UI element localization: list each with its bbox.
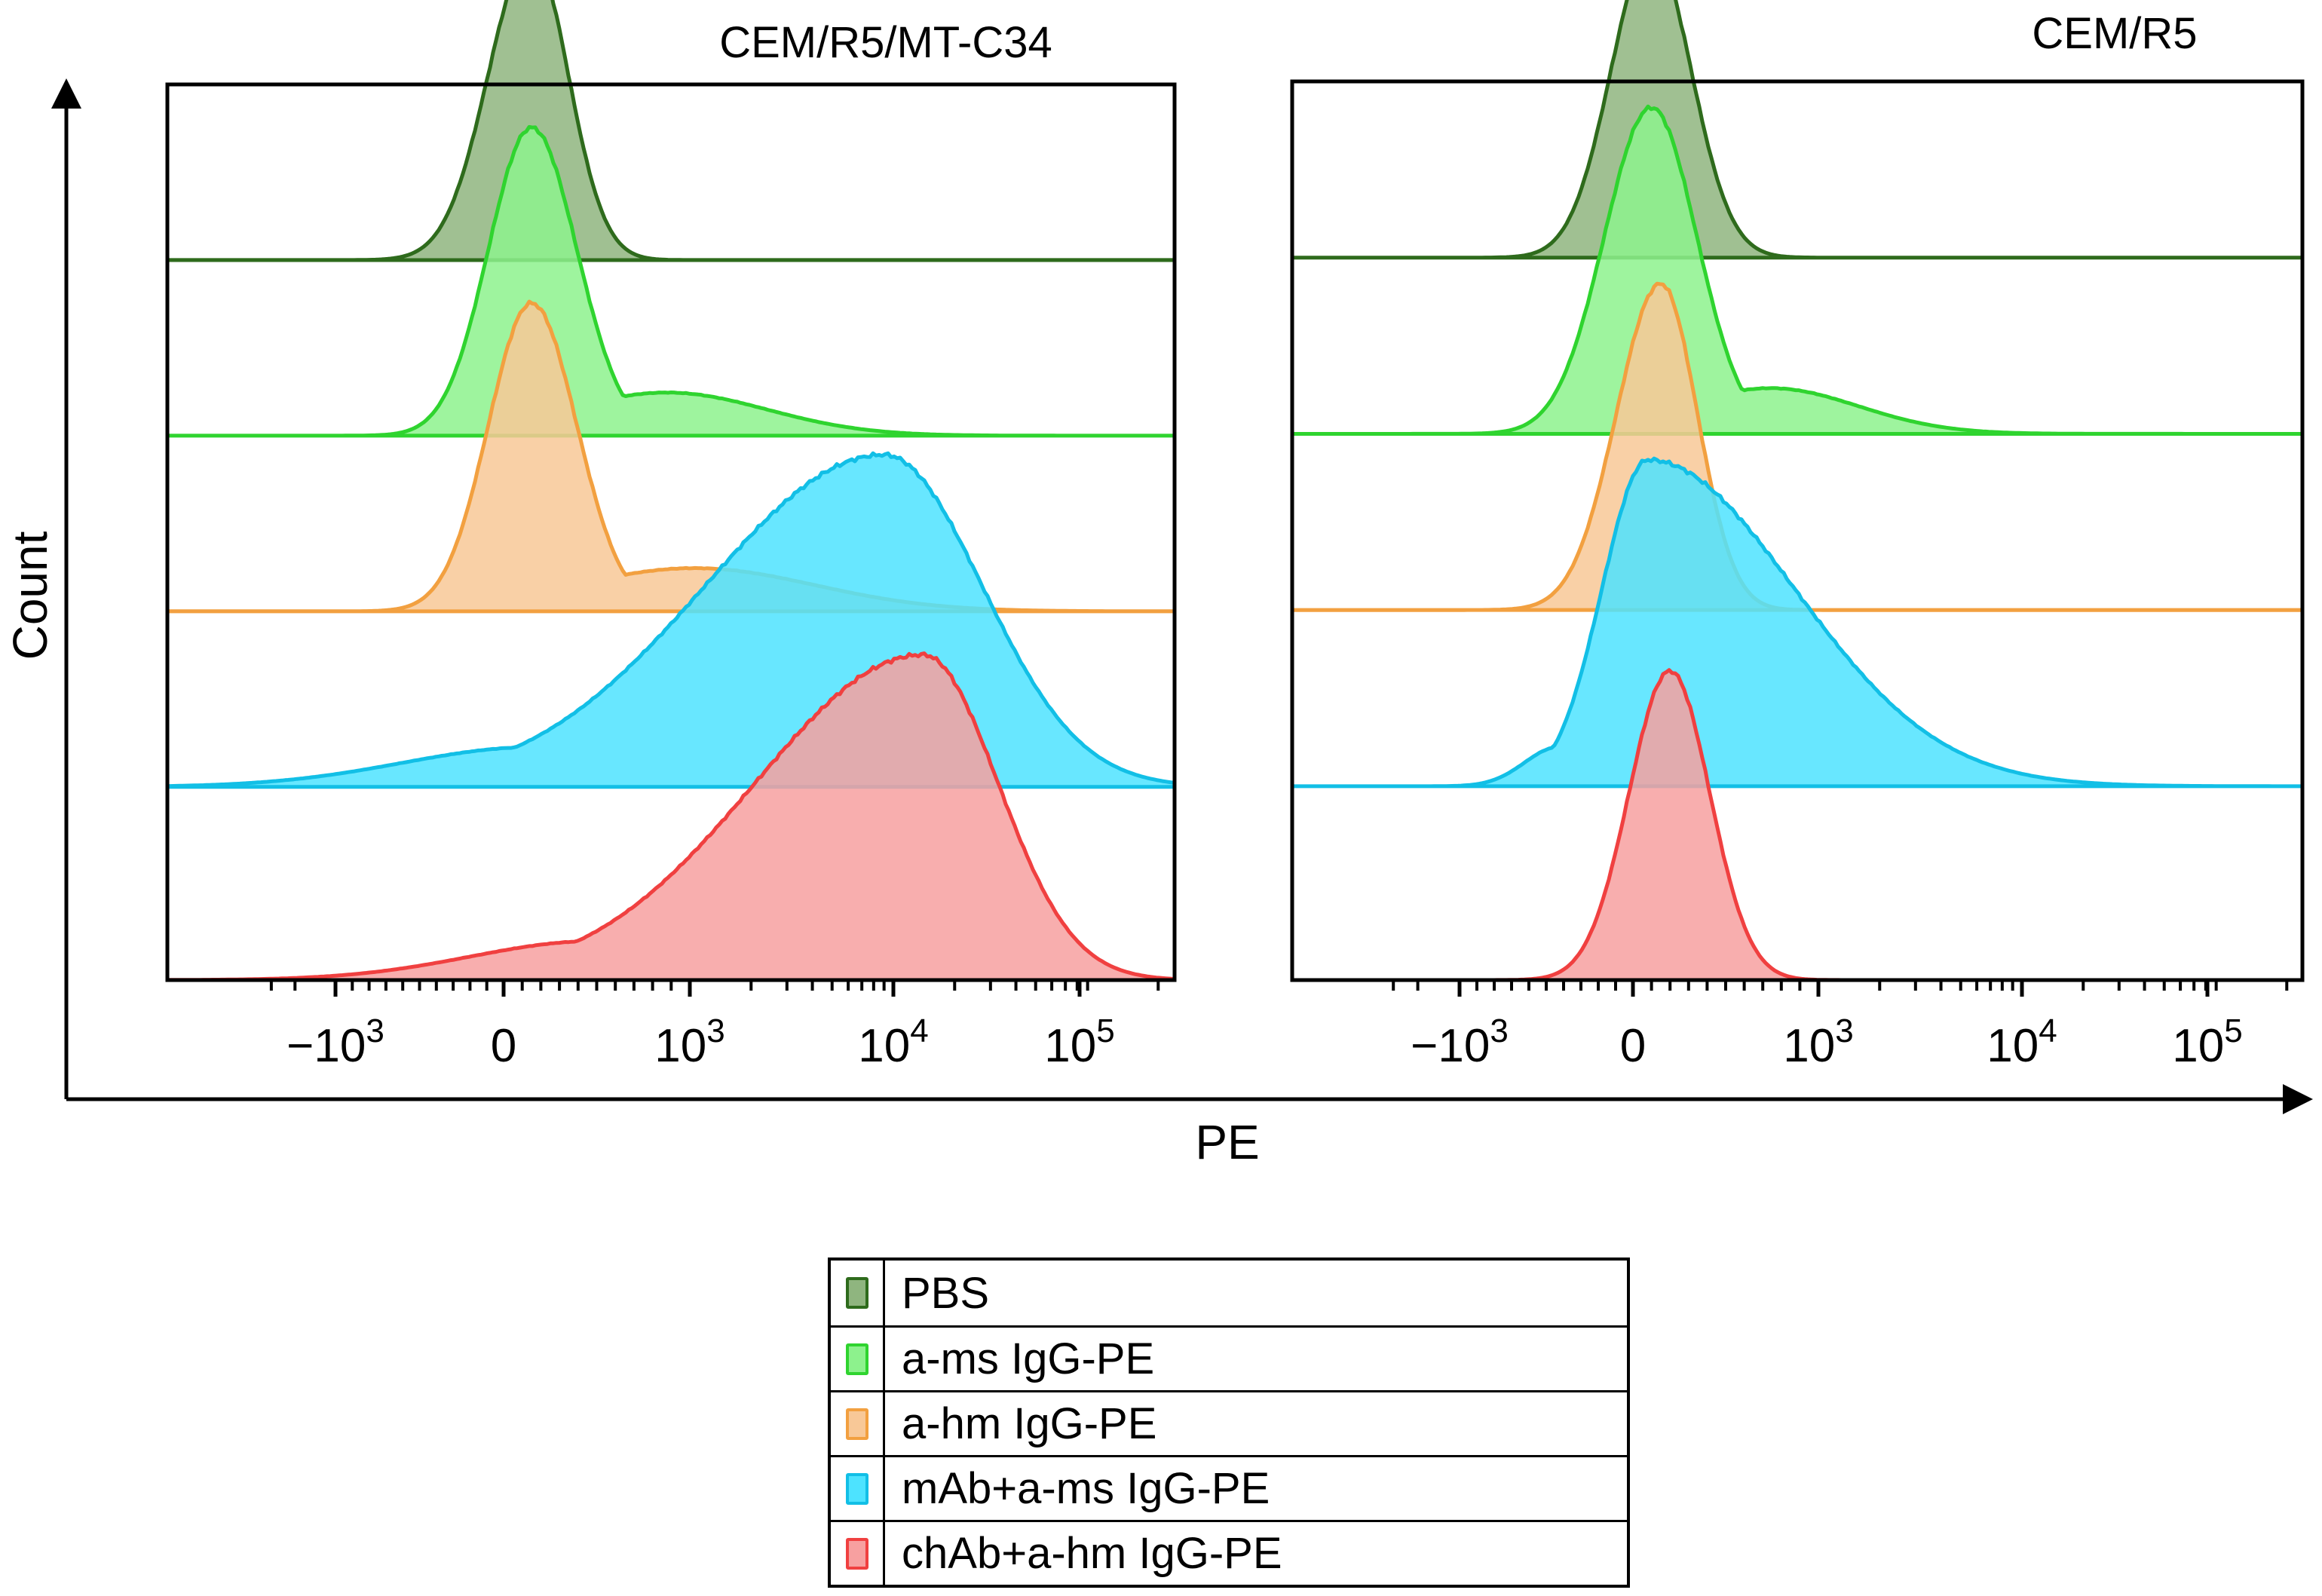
x-tick-label: −103	[1411, 1012, 1509, 1072]
panel-title: CEM/R5/MT-C34	[719, 18, 1052, 67]
legend-label: PBS	[902, 1268, 990, 1318]
x-axis-label: PE	[1195, 1115, 1259, 1169]
legend-swatch-cell	[831, 1457, 885, 1520]
histogram-mab-a-ms-igg-pe	[1290, 456, 2305, 789]
histogram-a-hm-igg-pe	[1290, 281, 2305, 612]
histogram-pbs	[1290, 0, 2305, 260]
legend-label: a-ms IgG-PE	[902, 1334, 1155, 1383]
legend-swatch-cell	[831, 1328, 885, 1390]
histogram-chab-a-hm-igg-pe	[165, 651, 1177, 982]
legend-swatch-cell	[831, 1392, 885, 1455]
panel-cem-r5-mt-c34: CEM/R5/MT-C34 −103 0 103 104 105	[165, 0, 1177, 1072]
x-tick-label: 103	[654, 1012, 724, 1072]
histogram-pbs	[165, 0, 1177, 262]
legend-label: mAb+a-ms IgG-PE	[902, 1464, 1270, 1513]
histogram-a-hm-igg-pe	[165, 299, 1177, 614]
x-tick-label: 105	[2172, 1012, 2242, 1072]
histogram-a-ms-igg-pe	[165, 124, 1177, 438]
histogram-a-ms-igg-pe	[1290, 104, 2305, 436]
legend-item-mab-a-ms-igg-pe: mAb+a-ms IgG-PE	[831, 1455, 1627, 1520]
legend-swatch-cell	[831, 1522, 885, 1585]
x-tick-label: 105	[1044, 1012, 1114, 1072]
panel-title: CEM/R5	[2032, 9, 2197, 58]
plot-frame	[1290, 79, 2305, 982]
legend-swatch	[845, 1537, 868, 1570]
y-axis-label: Count	[3, 531, 57, 660]
x-tick-label: 0	[1620, 1020, 1646, 1072]
legend-item-a-hm-igg-pe: a-hm IgG-PE	[831, 1390, 1627, 1455]
x-tick-label: 0	[491, 1020, 516, 1072]
legend-swatch	[845, 1343, 868, 1375]
legend-item-a-ms-igg-pe: a-ms IgG-PE	[831, 1325, 1627, 1390]
legend-label: a-hm IgG-PE	[902, 1399, 1157, 1448]
x-tick-label: 103	[1783, 1012, 1853, 1072]
legend-item-pbs: PBS	[831, 1261, 1627, 1325]
legend-swatch-cell	[831, 1261, 885, 1325]
legend-label: chAb+a-hm IgG-PE	[902, 1529, 1282, 1578]
legend-swatch	[845, 1277, 868, 1309]
x-tick-label: 104	[1987, 1012, 2057, 1072]
x-tick-label: −103	[286, 1012, 384, 1072]
legend-swatch	[845, 1408, 868, 1440]
histogram-mab-a-ms-igg-pe	[165, 451, 1177, 789]
x-tick-label: 104	[858, 1012, 928, 1072]
legend: PBS a-ms IgG-PE a-hm IgG-PE mAb+a-ms IgG…	[828, 1258, 1630, 1588]
panel-cem-r5: CEM/R5 −103 0 103 104 105	[1290, 0, 2305, 1072]
legend-swatch	[845, 1472, 868, 1505]
legend-item-chab-a-hm-igg-pe: chAb+a-hm IgG-PE	[831, 1520, 1627, 1585]
